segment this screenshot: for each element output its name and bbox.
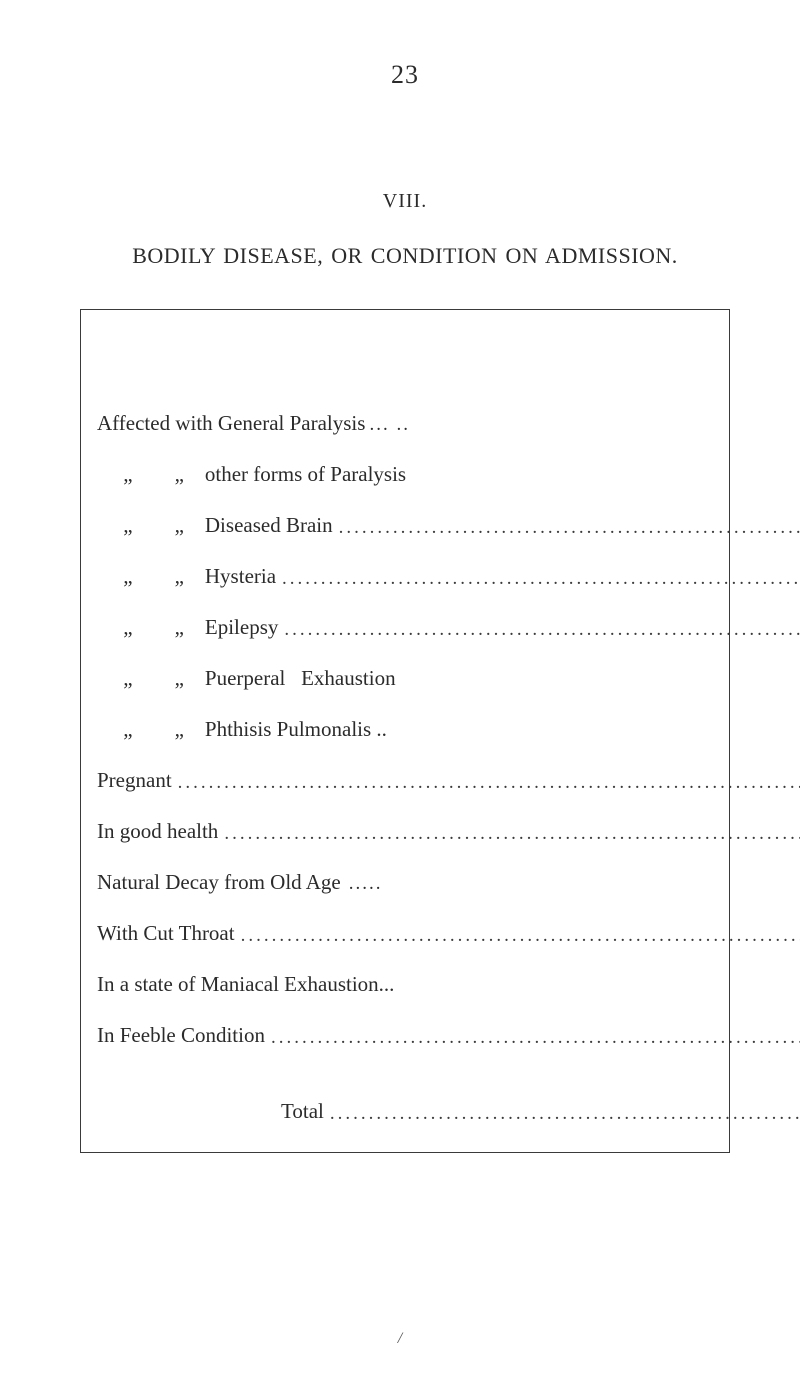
pre-total-rule bbox=[81, 1061, 800, 1075]
table-row: In a state of Maniacal Exhaustion...8917 bbox=[81, 959, 800, 1010]
leader-dots bbox=[276, 568, 800, 590]
table-row: Affected with General Paralysis... ..223… bbox=[81, 398, 800, 450]
leader-dots bbox=[172, 772, 800, 794]
row-label: In good health bbox=[97, 819, 218, 844]
row-desc: Natural Decay from Old Age ..... bbox=[81, 857, 800, 908]
table-row: In Feeble Condition425496 bbox=[81, 1010, 800, 1061]
table-row: Natural Decay from Old Age .....10818 bbox=[81, 857, 800, 908]
table-row: „ „ Diseased Brain141226 bbox=[81, 500, 800, 551]
row-desc: Affected with General Paralysis... .. bbox=[81, 398, 800, 450]
row-desc: „ „ Diseased Brain bbox=[81, 500, 800, 551]
row-desc: „ „ Phthisis Pulmonalis .. bbox=[81, 704, 800, 755]
table-row: „ „ Epilepsy141731 bbox=[81, 602, 800, 653]
row-label: „ „ other forms of Paralysis bbox=[97, 462, 406, 487]
header-blank bbox=[81, 310, 800, 398]
leader-dots bbox=[324, 1103, 800, 1125]
table-header-row: Males. Females Total. bbox=[81, 310, 800, 398]
table-row: „ „ Phthisis Pulmonalis .....22 bbox=[81, 704, 800, 755]
row-desc: In Feeble Condition bbox=[81, 1010, 800, 1061]
row-label: In Feeble Condition bbox=[97, 1023, 265, 1048]
row-label: Natural Decay from Old Age bbox=[97, 870, 341, 895]
row-desc: In good health bbox=[81, 806, 800, 857]
footer-mark: / bbox=[398, 1330, 402, 1348]
total-row: Total133133266 bbox=[81, 1075, 800, 1152]
row-desc: In a state of Maniacal Exhaustion... bbox=[81, 959, 800, 1010]
row-desc: Pregnant bbox=[81, 755, 800, 806]
row-label: „ „ Phthisis Pulmonalis .. bbox=[97, 717, 387, 742]
row-desc: „ „ Puerperal Exhaustion bbox=[81, 653, 800, 704]
table-row: In good health13922 bbox=[81, 806, 800, 857]
row-label: Pregnant bbox=[97, 768, 172, 793]
row-label: With Cut Throat bbox=[97, 921, 235, 946]
table-row: „ „ Puerperal Exhaustion...66 bbox=[81, 653, 800, 704]
table-row: „ „ Hysteria...88 bbox=[81, 551, 800, 602]
table-row: With Cut Throat2...2 bbox=[81, 908, 800, 959]
row-desc: „ „ other forms of Paralysis bbox=[81, 449, 800, 500]
table-row: „ „ other forms of Paralysis8412 bbox=[81, 449, 800, 500]
total-desc: Total bbox=[81, 1075, 800, 1152]
page: 23 VIII. BODILY DISEASE, OR CONDITION ON… bbox=[0, 0, 800, 1390]
row-desc: With Cut Throat bbox=[81, 908, 800, 959]
row-label: „ „ Hysteria bbox=[97, 564, 276, 589]
row-label: Affected with General Paralysis bbox=[97, 411, 365, 436]
row-desc: „ „ Hysteria bbox=[81, 551, 800, 602]
row-label: In a state of Maniacal Exhaustion... bbox=[97, 972, 394, 997]
rule-blank bbox=[81, 1061, 800, 1075]
leader-dots bbox=[265, 1027, 800, 1049]
trail-mid: ..... bbox=[341, 873, 383, 895]
table-frame: Males. Females Total. Affected with Gene… bbox=[80, 309, 730, 1153]
leader-dots bbox=[278, 619, 800, 641]
row-label: „ „ Diseased Brain bbox=[97, 513, 333, 538]
leader-dots bbox=[235, 925, 800, 947]
row-label: „ „ Epilepsy bbox=[97, 615, 278, 640]
section-roman: VIII. bbox=[70, 190, 740, 213]
row-desc: „ „ Epilepsy bbox=[81, 602, 800, 653]
leader-dots bbox=[333, 517, 800, 539]
condition-table: Males. Females Total. Affected with Gene… bbox=[81, 310, 800, 1152]
table-body: Affected with General Paralysis... ..223… bbox=[81, 398, 800, 1153]
page-title: BODILY DISEASE, OR CONDITION ON ADMISSIO… bbox=[70, 243, 740, 269]
page-number: 23 bbox=[70, 60, 740, 90]
row-label: „ „ Puerperal Exhaustion bbox=[97, 666, 396, 691]
leader-dots bbox=[218, 823, 800, 845]
table-row: Pregnant...11 bbox=[81, 755, 800, 806]
trail-short: ... .. bbox=[365, 414, 410, 436]
total-label: Total bbox=[281, 1099, 324, 1124]
